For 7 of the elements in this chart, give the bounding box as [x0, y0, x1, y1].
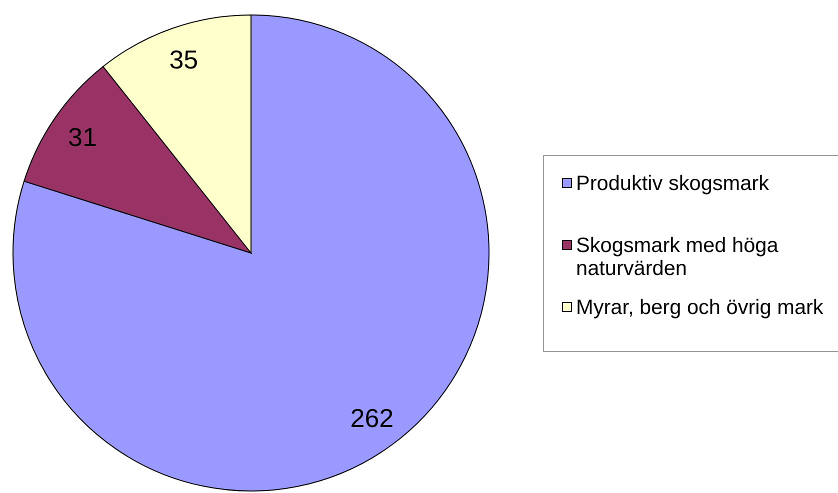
legend-label: Myrar, berg och övrig mark	[576, 296, 824, 319]
data-label: 35	[169, 44, 198, 75]
data-label: 31	[68, 122, 97, 152]
pie-slice	[12, 14, 490, 492]
legend-label: Skogsmark med höga naturvärden	[576, 234, 780, 280]
legend-label: Produktiv skogsmark	[576, 172, 770, 195]
data-label: 262	[350, 403, 394, 434]
